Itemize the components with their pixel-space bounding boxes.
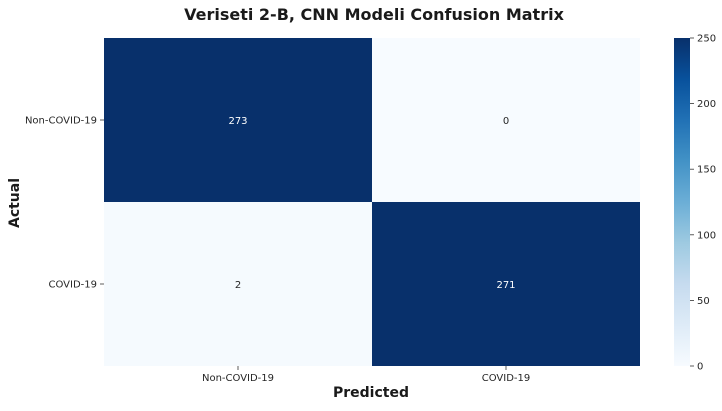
cell-value-label: 273 bbox=[228, 116, 247, 127]
colorbar-ticks: 0 50 100 150 200 250 bbox=[690, 34, 716, 373]
colorbar-tick-label: 50 bbox=[697, 296, 710, 307]
y-tick-label: COVID-19 bbox=[48, 280, 97, 291]
heatmap-cell bbox=[372, 38, 640, 202]
colorbar-tick-label: 0 bbox=[697, 362, 703, 373]
heatmap-cells bbox=[104, 38, 640, 366]
y-axis-label: Actual bbox=[7, 178, 23, 228]
colorbar-tick-label: 200 bbox=[697, 99, 716, 110]
y-axis-ticks: Non-COVID-19 COVID-19 bbox=[25, 116, 104, 291]
cell-value-label: 271 bbox=[496, 280, 515, 291]
heatmap-cell-labels: 273 0 2 271 bbox=[228, 116, 515, 291]
heatmap-cell bbox=[372, 202, 640, 366]
x-tick-label: COVID-19 bbox=[482, 373, 531, 384]
colorbar bbox=[674, 38, 690, 366]
colorbar-tick-label: 250 bbox=[697, 34, 716, 45]
x-axis-ticks: Non-COVID-19 COVID-19 bbox=[202, 366, 530, 384]
cell-value-label: 2 bbox=[235, 280, 241, 291]
x-axis-label: Predicted bbox=[333, 385, 409, 401]
heatmap-cell bbox=[104, 38, 372, 202]
colorbar-tick-label: 100 bbox=[697, 230, 716, 241]
y-tick-label: Non-COVID-19 bbox=[25, 116, 97, 127]
chart-title: Veriseti 2-B, CNN Modeli Confusion Matri… bbox=[184, 5, 564, 24]
x-tick-label: Non-COVID-19 bbox=[202, 373, 274, 384]
colorbar-tick-label: 150 bbox=[697, 165, 716, 176]
heatmap-cell bbox=[104, 202, 372, 366]
cell-value-label: 0 bbox=[503, 116, 509, 127]
